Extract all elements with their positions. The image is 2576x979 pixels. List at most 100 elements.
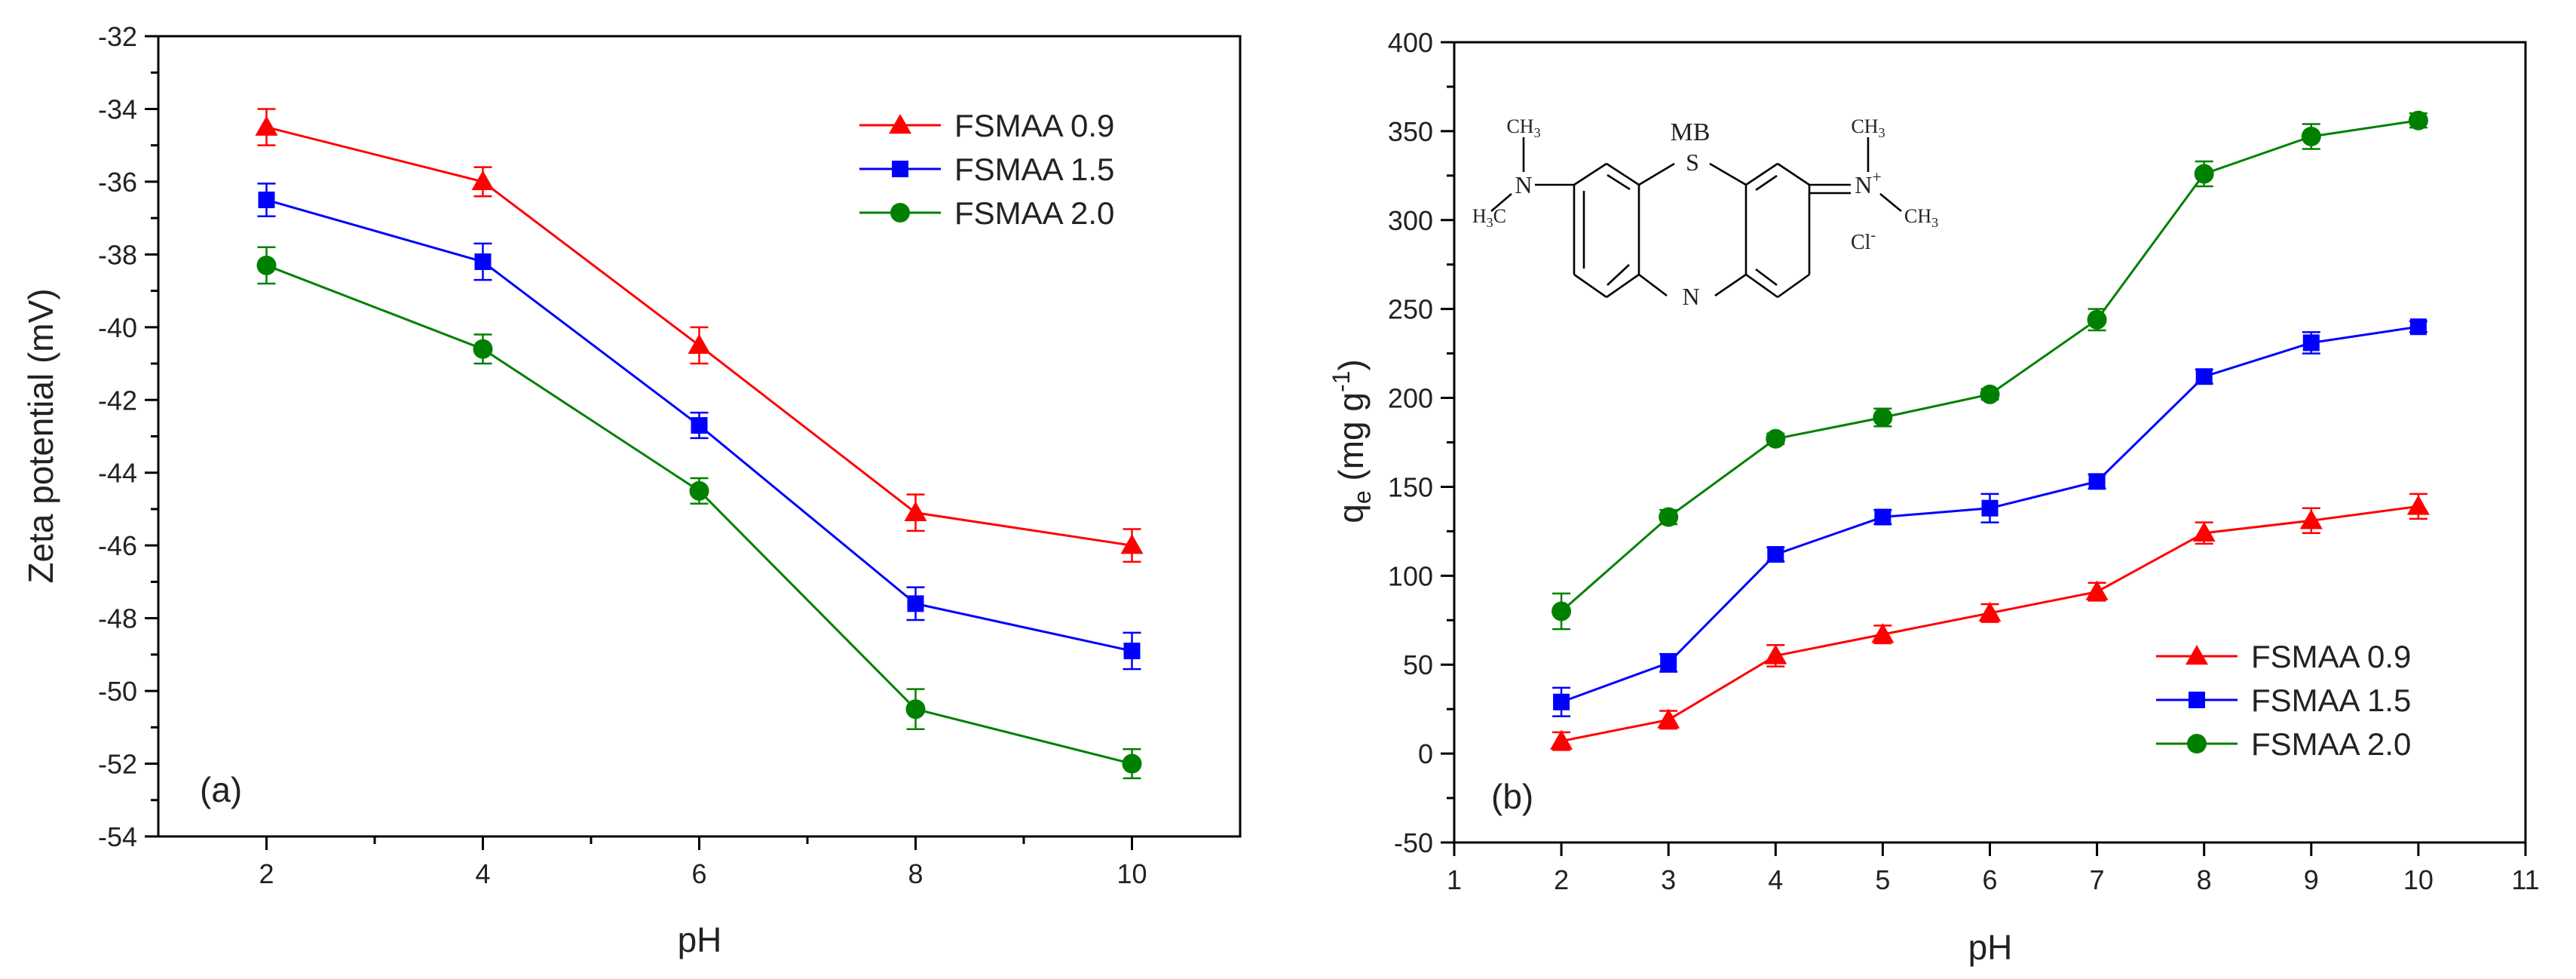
y-axis-title: Zeta potential (mV) <box>21 288 60 583</box>
data-point-circle <box>473 339 493 359</box>
data-point-triangle <box>256 116 278 136</box>
x-tick-label: 8 <box>908 858 923 889</box>
methylene-blue-structure: MB <box>1472 115 1938 310</box>
y-label-sup: -1 <box>1328 371 1355 392</box>
y-tick-label: -42 <box>98 385 137 416</box>
legend-label: FSMAA 2.0 <box>954 195 1114 231</box>
y-tick-label: 0 <box>1418 738 1433 769</box>
data-point-circle <box>1980 385 2000 404</box>
series-line <box>1561 121 2418 612</box>
methyl-left-top-ch: CH <box>1506 115 1533 137</box>
iminium-n: N <box>1855 171 1872 198</box>
data-point-square <box>2410 318 2427 335</box>
methyl-right-bottom-ch: CH <box>1904 205 1931 227</box>
data-point-square <box>1874 509 1891 526</box>
y-label-main: q <box>1331 504 1371 523</box>
plot-frame <box>1454 42 2525 842</box>
data-point-square <box>2196 368 2213 385</box>
y-tick-label: -52 <box>98 749 137 780</box>
data-point-square <box>1553 694 1570 710</box>
methyl-right-top: CH3 <box>1851 115 1885 140</box>
y-tick-label: 300 <box>1388 205 1433 236</box>
data-point-square <box>2189 692 2205 708</box>
legend-label: FSMAA 0.9 <box>2251 639 2411 674</box>
y-tick-label: 50 <box>1403 649 1433 680</box>
x-tick-label: 6 <box>691 858 706 889</box>
data-point-triangle <box>905 502 927 521</box>
data-point-triangle <box>2185 645 2208 664</box>
panel-label: (b) <box>1491 777 1533 816</box>
zeta-potential-chart: 2 4 6 8 10 -54 -52 -50 -48 -46 -44 -42 -40 -38 -36 -34 -… <box>21 21 1240 959</box>
data-point-square <box>2089 473 2106 490</box>
data-point-square <box>475 253 492 270</box>
y-tick-label: -44 <box>98 458 137 489</box>
y-tick-label: -36 <box>98 167 137 198</box>
legend: FSMAA 0.9 FSMAA 1.5 FSMAA 2.0 <box>859 108 1114 231</box>
x-tick-label: 3 <box>1661 864 1676 895</box>
data-point-triangle <box>2407 495 2430 514</box>
iminium-nitrogen: N+ <box>1855 167 1882 198</box>
y-tick-label: 250 <box>1388 294 1433 325</box>
data-point-square <box>892 161 908 177</box>
y-tick-label: -38 <box>98 239 137 270</box>
y-tick-label: 150 <box>1388 471 1433 502</box>
data-point-circle <box>906 699 926 719</box>
legend-label: FSMAA 0.9 <box>954 108 1114 143</box>
y-tick-label: -40 <box>98 312 137 343</box>
y-tick-label: -48 <box>98 603 137 634</box>
y-tick-label: -54 <box>98 821 137 852</box>
y-tick-label: -46 <box>98 530 137 561</box>
data-point-circle <box>2302 127 2321 146</box>
x-tick-label: 2 <box>259 858 274 889</box>
adsorption-capacity-chart: 1 2 3 4 5 6 7 8 9 10 11-50050100150200250300350400… <box>1328 27 2540 967</box>
data-point-circle <box>2187 734 2207 753</box>
data-point-circle <box>1766 429 1785 449</box>
y-label-mid: (mg g <box>1331 392 1371 490</box>
data-point-square <box>1982 500 1999 517</box>
panel-label: (a) <box>200 770 242 809</box>
legend-label: FSMAA 1.5 <box>954 152 1114 187</box>
data-point-circle <box>2087 310 2107 330</box>
y-label-end: ) <box>1331 359 1371 370</box>
x-tick-label: 2 <box>1554 864 1569 895</box>
y-tick-label: 400 <box>1388 27 1433 58</box>
data-point-triangle <box>688 334 711 354</box>
nitrogen-atom: N <box>1682 283 1699 310</box>
structure-title: MB <box>1671 118 1711 146</box>
data-point-square <box>1660 655 1677 671</box>
methyl-right-bottom-3: 3 <box>1931 215 1938 230</box>
x-tick-label: 6 <box>1982 864 1997 895</box>
x-axis-label: pH <box>678 920 722 959</box>
legend-label: FSMAA 2.0 <box>2251 726 2411 762</box>
series-fsmaa-2-0 <box>1551 111 2428 629</box>
x-tick-label: 8 <box>2197 864 2212 895</box>
data-point-square <box>691 417 708 434</box>
x-tick-label: 7 <box>2090 864 2105 895</box>
methyl-right-bottom: CH3 <box>1904 205 1938 230</box>
data-point-circle <box>257 256 277 275</box>
data-point-square <box>259 192 275 208</box>
x-tick-label: 10 <box>1116 858 1147 889</box>
y-axis-label: qe (mg g-1) <box>1328 359 1376 523</box>
legend: FSMAA 0.9 FSMAA 1.5 FSMAA 2.0 <box>2156 639 2411 762</box>
chloride-cl: Cl <box>1851 231 1871 254</box>
data-point-square <box>1767 546 1784 563</box>
y-tick-label: -50 <box>1394 827 1433 858</box>
data-point-square <box>908 595 924 612</box>
y-tick-label: 100 <box>1388 560 1433 591</box>
y-label-sub: e <box>1349 490 1376 504</box>
data-point-circle <box>2195 164 2214 183</box>
x-tick-label: 9 <box>2304 864 2319 895</box>
y-tick-label: -50 <box>98 676 137 707</box>
axis-ticks: 1 2 3 4 5 6 7 8 9 10 11-50050100150200250300350400 <box>1388 27 2540 895</box>
data-point-square <box>2303 334 2320 351</box>
methyl-left-bottom: H3C <box>1472 205 1506 230</box>
data-point-circle <box>1659 508 1678 527</box>
data-point-circle <box>890 203 910 222</box>
data-point-circle <box>690 481 709 501</box>
y-tick-label: 200 <box>1388 383 1433 414</box>
x-tick-label: 4 <box>475 858 490 889</box>
data-point-circle <box>2409 111 2428 130</box>
series-fsmaa-1-5 <box>258 183 1141 669</box>
amine-nitrogen: N <box>1515 171 1532 198</box>
